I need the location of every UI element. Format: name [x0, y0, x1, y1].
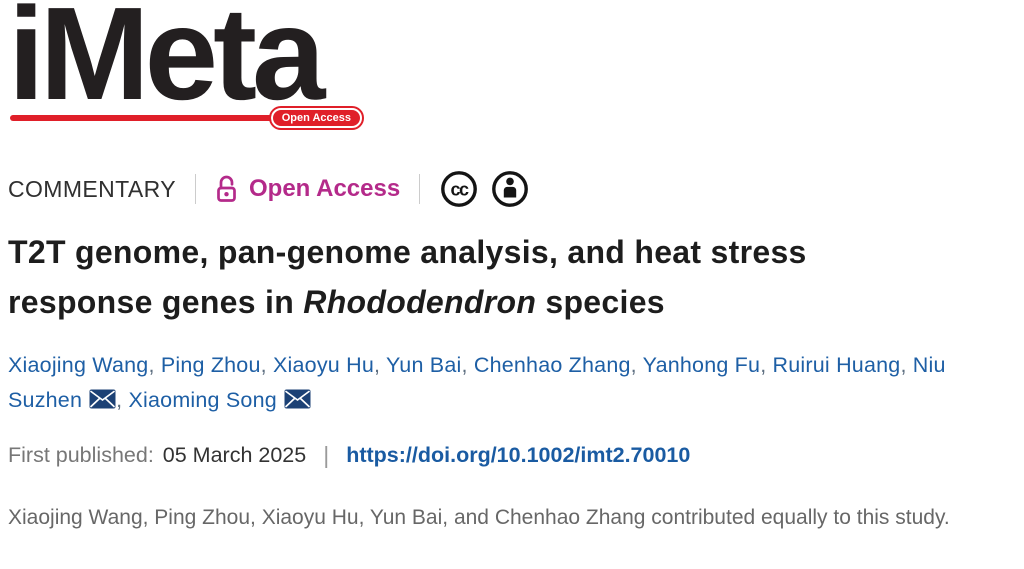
author-separator: , [630, 353, 643, 377]
author-link[interactable]: Ruirui Huang [772, 353, 901, 377]
author-link[interactable]: Xiaojing Wang [8, 353, 149, 377]
open-access-label: Open Access [249, 175, 401, 202]
cc-icon[interactable]: cc [439, 169, 479, 209]
title-species-italic: Rhododendron [303, 284, 537, 320]
license-icons: cc [439, 169, 530, 209]
author-list: Xiaojing Wang, Ping Zhou, Xiaoyu Hu, Yun… [8, 348, 1016, 418]
author-link[interactable]: Yun Bai [385, 353, 462, 377]
author-link[interactable]: Yanhong Fu [642, 353, 761, 377]
author-separator: , [760, 353, 773, 377]
envelope-icon[interactable] [284, 389, 311, 409]
svg-text:cc: cc [451, 180, 470, 200]
article-category: COMMENTARY [8, 175, 176, 202]
doi-link[interactable]: https://doi.org/10.1002/imt2.70010 [346, 443, 691, 467]
title-line2-post: species [536, 284, 665, 320]
article-title: T2T genome, pan-genome analysis, and hea… [8, 227, 1008, 327]
title-line2-pre: response genes in [8, 284, 304, 320]
author-separator: , [260, 353, 273, 377]
imeta-logo-text: iMeta [8, 0, 325, 127]
author-separator: , [900, 353, 913, 377]
title-line1: T2T genome, pan-genome analysis, and hea… [8, 234, 807, 270]
open-lock-icon [217, 175, 236, 202]
author-separator: , [461, 353, 474, 377]
logo-underline: Open Access [10, 106, 365, 130]
vertical-divider [195, 174, 196, 204]
article-meta-row: COMMENTARY Open Access cc [8, 171, 1016, 207]
author-link[interactable]: Chenhao Zhang [473, 353, 631, 377]
publication-row: First published: 05 March 2025 | https:/… [8, 442, 1016, 469]
author-link[interactable]: Xiaoming Song [128, 388, 277, 412]
first-published-label: First published: [8, 443, 154, 467]
author-link[interactable]: Niu Suzhen [8, 353, 946, 412]
author-link[interactable]: Ping Zhou [160, 353, 261, 377]
author-separator: , [373, 353, 386, 377]
pipe-divider: | [323, 442, 330, 468]
author-separator: , [148, 353, 161, 377]
cc-by-person-icon[interactable] [490, 169, 530, 209]
open-access-badge: Open Access [268, 106, 365, 130]
imeta-logo[interactable]: iMeta Open Access [8, 0, 365, 130]
open-access-group: Open Access [215, 174, 400, 204]
vertical-divider [419, 174, 421, 204]
contribution-note: Xiaojing Wang, Ping Zhou, Xiaoyu Hu, Yun… [8, 506, 950, 529]
envelope-icon[interactable] [89, 389, 116, 409]
publication-date: 05 March 2025 [162, 443, 307, 467]
author-link[interactable]: Xiaoyu Hu [272, 353, 374, 377]
author-separator: , [116, 388, 129, 412]
